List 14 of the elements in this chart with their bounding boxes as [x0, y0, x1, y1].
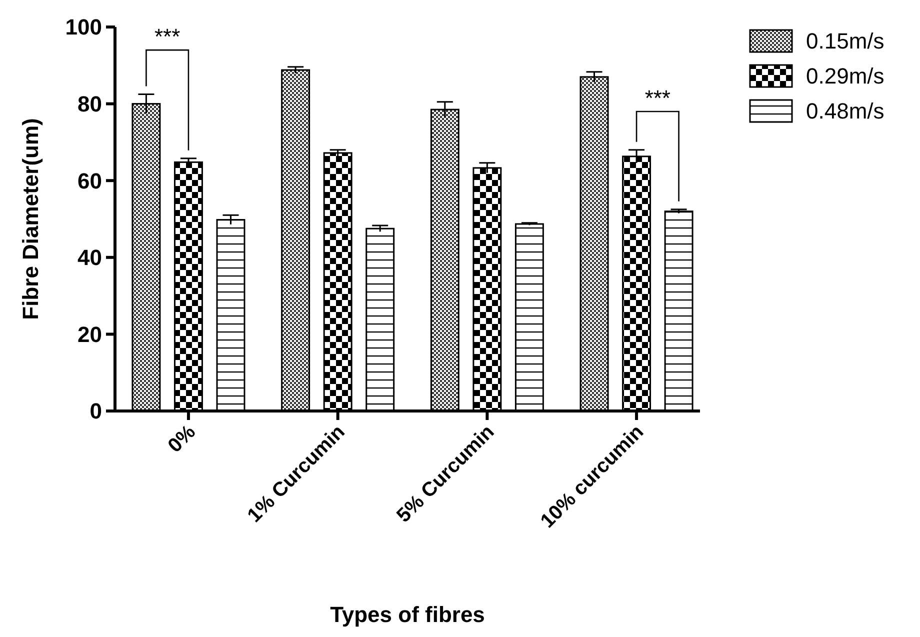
y-tick-label: 20 — [78, 322, 102, 347]
legend-label: 0.15m/s — [806, 28, 884, 54]
y-tick-label: 0 — [90, 398, 102, 424]
legend-label: 0.29m/s — [806, 64, 884, 89]
legend-label: 0.48m/s — [806, 98, 884, 124]
annotation: *** — [154, 24, 181, 50]
x-tick-label: 0% — [164, 420, 200, 457]
annotation: *** — [644, 85, 671, 110]
y-axis-title: Fibre Diameter(um) — [18, 118, 43, 320]
y-tick-label: 80 — [78, 92, 102, 116]
y-tick-label: 60 — [78, 168, 102, 194]
x-axis-title: Types of fibres — [330, 602, 485, 627]
y-tick-label: 100 — [65, 14, 102, 40]
y-tick-label: 40 — [78, 245, 102, 270]
